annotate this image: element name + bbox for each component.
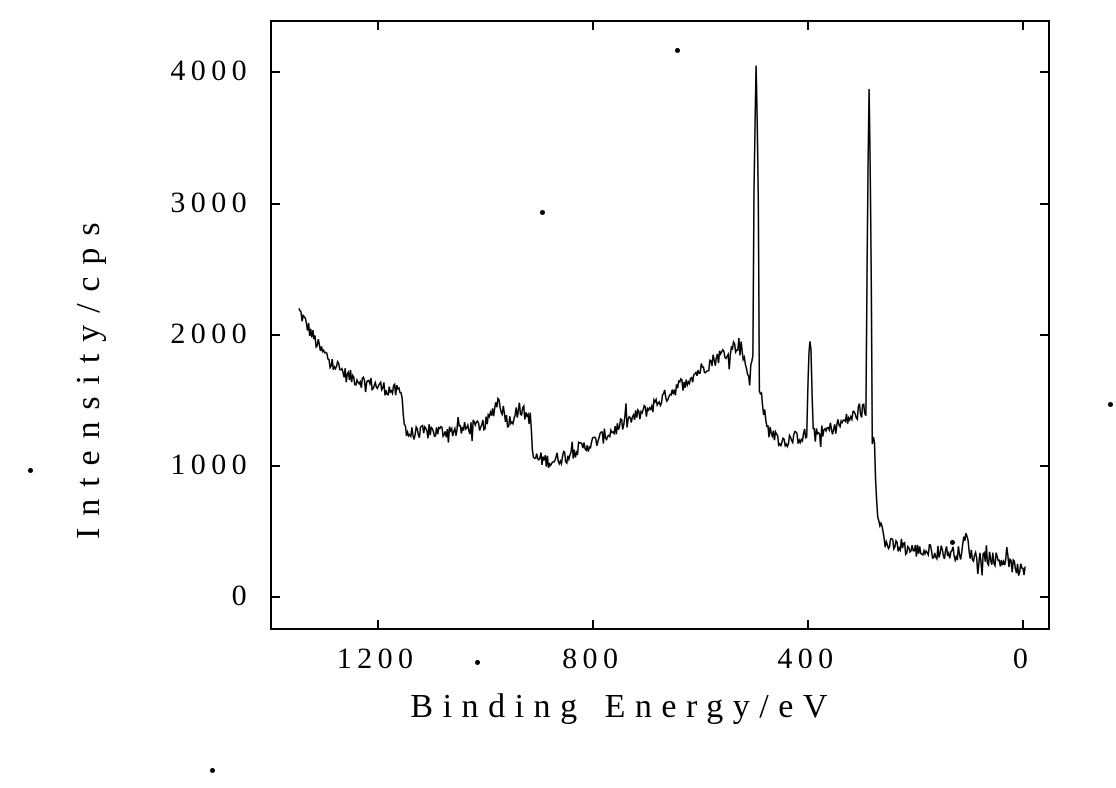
x-tick-mark (592, 620, 594, 630)
x-axis-label: Binding Energy/eV (410, 688, 837, 726)
y-axis-label: Intensity/cps (70, 210, 108, 538)
x-tick-mark (377, 20, 379, 30)
y-tick-label: 0 (232, 579, 252, 613)
plot-area (270, 20, 1050, 630)
x-tick-mark (807, 620, 809, 630)
stray-dot (210, 768, 215, 773)
y-tick-label: 1000 (170, 448, 252, 482)
y-tick-mark (1040, 71, 1050, 73)
spectrum-line (272, 22, 1052, 632)
xps-spectrum-chart: 01000200030004000 12008004000 Intensity/… (0, 0, 1116, 788)
spectrum-trace (299, 66, 1025, 576)
x-tick-mark (377, 620, 379, 630)
x-tick-mark (1022, 620, 1024, 630)
y-tick-mark (1040, 203, 1050, 205)
stray-dot (675, 48, 680, 53)
x-tick-label: 400 (748, 642, 868, 676)
x-tick-label: 800 (533, 642, 653, 676)
x-tick-label: 0 (963, 642, 1083, 676)
y-tick-mark (270, 465, 280, 467)
stray-dot (1108, 402, 1113, 407)
y-tick-mark (270, 203, 280, 205)
x-tick-label: 1200 (318, 642, 438, 676)
y-tick-label: 4000 (170, 54, 252, 88)
y-tick-mark (1040, 334, 1050, 336)
y-tick-mark (1040, 596, 1050, 598)
x-tick-mark (592, 20, 594, 30)
y-tick-mark (270, 334, 280, 336)
stray-dot (950, 540, 955, 545)
y-tick-label: 2000 (170, 317, 252, 351)
x-tick-mark (1022, 20, 1024, 30)
y-tick-mark (1040, 465, 1050, 467)
stray-dot (28, 468, 33, 473)
x-tick-mark (807, 20, 809, 30)
stray-dot (540, 210, 545, 215)
y-tick-mark (270, 596, 280, 598)
y-tick-mark (270, 71, 280, 73)
stray-dot (475, 660, 480, 665)
y-tick-label: 3000 (170, 186, 252, 220)
